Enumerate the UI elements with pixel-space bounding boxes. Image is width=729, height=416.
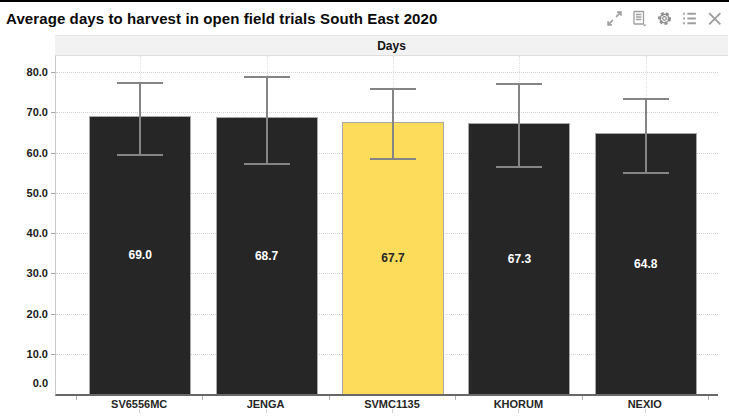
x-axis-tick [708,396,709,400]
x-axis-tick [329,396,330,400]
category-center-tick [266,409,267,413]
error-bar-line [392,88,394,159]
error-bar-line [139,82,141,156]
menu-icon[interactable] [681,10,698,27]
settings-icon[interactable] [656,10,673,27]
bar-value-label: 68.7 [227,249,307,263]
chart-title: Days [377,39,406,53]
x-axis-tick [582,396,583,400]
x-axis: SV6556MCJENGASVMC1135KHORUMNEXIO [55,396,717,416]
error-bar-cap-bottom [370,158,416,160]
category-center-tick [392,409,393,413]
error-bar-cap-top [496,83,542,85]
y-tick-label: 80.0 [27,66,48,78]
y-axis: 0.0 10.0 20.0 30.0 40.0 50.0 60.0 70.0 80.0 [0,56,55,394]
close-icon[interactable] [706,10,723,27]
bar-value-label: 64.8 [606,257,686,271]
error-bar-cap-bottom [496,166,542,168]
y-tick-label: 70.0 [27,106,48,118]
report-icon[interactable] [631,10,648,27]
error-bar-cap-top [623,98,669,100]
y-tick-label: 0.0 [33,377,48,389]
bar-value-label: 69.0 [100,248,180,262]
error-bar-line [266,76,268,165]
horizontal-gridline [56,112,718,113]
error-bar-cap-top [370,88,416,90]
page-title: Average days to harvest in open field tr… [6,10,437,27]
category-center-tick [645,409,646,413]
y-tick-label: 50.0 [27,187,48,199]
y-tick-label: 20.0 [27,308,48,320]
x-axis-tick [455,396,456,400]
error-bar-cap-bottom [244,163,290,165]
category-center-tick [518,409,519,413]
y-tick-label: 10.0 [27,348,48,360]
chart-title-band: Days [55,35,728,56]
expand-icon[interactable] [606,10,623,27]
x-axis-tick [202,396,203,400]
x-axis-tick [76,396,77,400]
category-center-tick [139,409,140,413]
y-tick-label: 30.0 [27,267,48,279]
error-bar-cap-bottom [623,172,669,174]
error-bar-line [518,83,520,167]
error-bar-cap-bottom [117,154,163,156]
bar-value-label: 67.7 [353,251,433,265]
bar-value-label: 67.3 [479,252,559,266]
error-bar-cap-top [117,82,163,84]
error-bar-cap-top [244,76,290,78]
y-tick-label: 40.0 [27,227,48,239]
y-tick-label: 60.0 [27,147,48,159]
toolbar [606,10,723,27]
plot-area: 69.0 68.7 67.7 67.3 64.8 [55,56,718,396]
header: Average days to harvest in open field tr… [0,2,729,35]
horizontal-gridline [56,72,718,73]
error-bar-line [645,98,647,173]
